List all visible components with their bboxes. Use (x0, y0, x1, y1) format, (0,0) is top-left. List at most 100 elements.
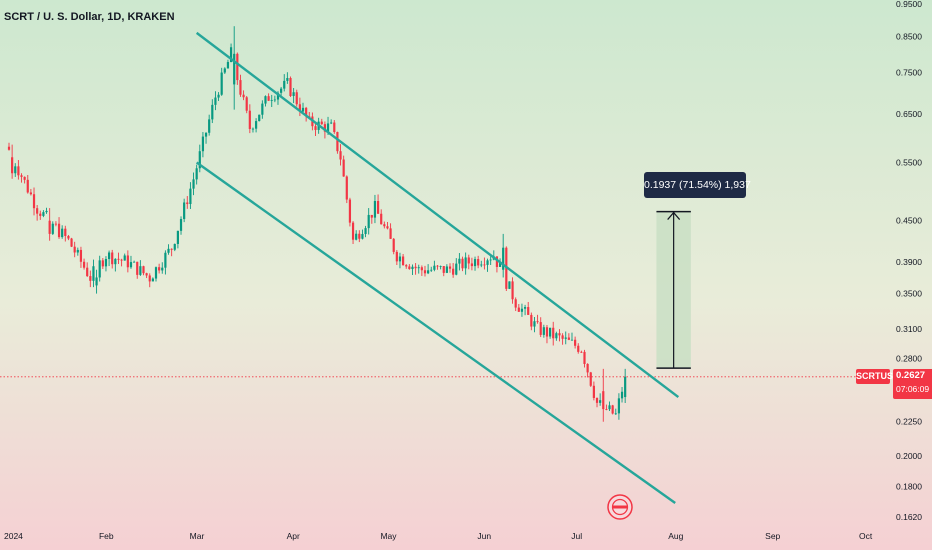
candle (548, 327, 552, 339)
candle (223, 67, 226, 75)
candle (417, 264, 420, 274)
candle (70, 237, 73, 248)
candle (617, 393, 621, 420)
candle (520, 303, 524, 317)
candle (61, 225, 64, 239)
candle (145, 272, 148, 279)
time-tick-label: Jun (477, 531, 491, 541)
candle (473, 256, 477, 271)
time-tick-label: Apr (287, 531, 300, 541)
candle (64, 225, 67, 242)
time-axis[interactable]: 2024 Feb Mar Apr May Jun Jul Aug Sep Oct (4, 531, 873, 541)
candle (189, 182, 192, 209)
candle (48, 208, 51, 241)
candle (502, 233, 505, 278)
candle (386, 221, 389, 230)
arrow-up-icon (667, 211, 681, 220)
price-tick-label: 0.6500 (896, 109, 922, 119)
candle (114, 258, 117, 272)
time-tick-label: Jul (571, 531, 582, 541)
channel-upper-line[interactable] (195, 31, 680, 398)
candle (583, 349, 586, 368)
current-price-value: 0.2627 (896, 370, 926, 381)
candle (245, 95, 248, 114)
candle (95, 269, 98, 294)
price-tick-label: 0.2000 (896, 451, 922, 461)
candle (120, 258, 123, 267)
candle (351, 221, 355, 244)
candle (420, 265, 423, 276)
candle (567, 333, 570, 341)
candle (148, 273, 151, 288)
candle (595, 397, 599, 408)
candle (445, 264, 448, 274)
candle (401, 253, 405, 266)
candle (611, 404, 614, 415)
candle (14, 163, 17, 177)
candle (564, 331, 567, 345)
candle (251, 127, 255, 133)
price-tick-label: 0.2800 (896, 353, 922, 363)
candle (292, 87, 295, 104)
price-tick-label: 0.3500 (896, 289, 922, 299)
candle (183, 198, 186, 223)
candle (486, 258, 489, 272)
time-tick-label: Aug (668, 531, 683, 541)
current-price-label: 0.2627 07:06:09 (893, 369, 932, 399)
tradingview-logo-icon[interactable] (607, 494, 633, 520)
candle (123, 253, 126, 261)
candle (39, 210, 42, 220)
candle (73, 241, 76, 258)
candle (574, 336, 577, 349)
candle (264, 95, 267, 107)
candle (86, 262, 89, 278)
candle (527, 301, 530, 316)
candle (79, 246, 83, 268)
candle (380, 209, 383, 225)
drawings (0, 31, 890, 504)
time-tick-label: Oct (859, 531, 873, 541)
candle (355, 230, 358, 241)
time-tick-label: 2024 (4, 531, 23, 541)
candle (154, 266, 158, 282)
channel-lower-line[interactable] (195, 161, 676, 504)
candle (539, 317, 542, 338)
candle (151, 277, 154, 282)
candle (36, 204, 39, 221)
price-tick-label: 0.7500 (896, 68, 922, 78)
candle (433, 260, 436, 272)
candle (467, 254, 470, 270)
price-tick-label: 0.5500 (896, 158, 922, 168)
candle (214, 91, 217, 111)
candle (167, 244, 170, 255)
price-tick-label: 0.8500 (896, 31, 922, 41)
candle (186, 196, 189, 209)
candle (330, 119, 333, 125)
candle (592, 381, 595, 401)
candle (545, 324, 549, 344)
measure-tool-label[interactable]: 0.1937 (71.54%) 1,937 (644, 172, 751, 198)
candle (233, 26, 236, 110)
chart-title: SCRT / U. S. Dollar, 1D, KRAKEN (4, 11, 175, 23)
candle (458, 253, 461, 271)
candle (170, 248, 173, 257)
candle (142, 265, 145, 276)
candle (361, 229, 364, 240)
price-tick-label: 0.1620 (896, 512, 922, 522)
candle (129, 255, 133, 269)
candle (514, 297, 517, 312)
candle (136, 261, 139, 279)
candle (395, 250, 398, 265)
candle (98, 255, 101, 282)
candle (439, 265, 442, 270)
candle (370, 214, 373, 224)
candle (430, 266, 433, 272)
candle (289, 76, 292, 97)
candle (405, 264, 408, 269)
candle (133, 260, 136, 263)
candle (464, 252, 467, 275)
candle (158, 263, 161, 274)
candle (161, 262, 164, 274)
